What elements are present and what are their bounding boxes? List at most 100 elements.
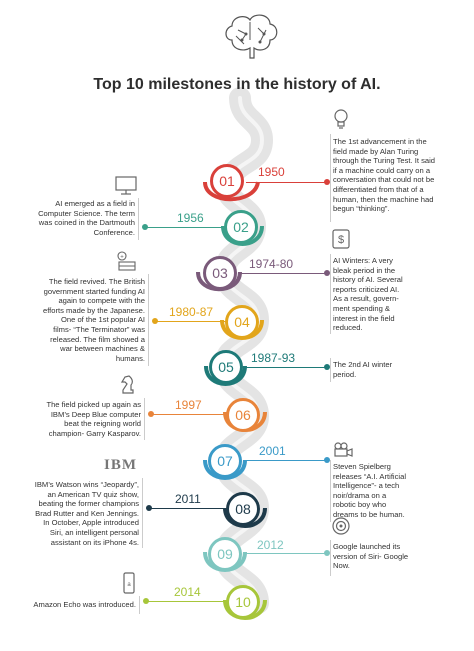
milestone-text-10-line: Amazon Echo was introduced. xyxy=(33,600,136,609)
milestone-text-08-line: Brad Rutter and Ken Jennings. xyxy=(35,508,139,518)
svg-text:+: + xyxy=(120,255,124,261)
milestone-text-05-line: period. xyxy=(333,369,357,379)
connector-dot-06 xyxy=(148,411,154,417)
milestone-text-03-line: reduced. xyxy=(333,323,363,333)
milestone-text-06-line: champion- Garry Kasparov. xyxy=(48,428,141,438)
milestone-year-06: 1997 xyxy=(175,398,202,412)
connector-04 xyxy=(156,321,226,322)
milestone-number-05: 05 xyxy=(218,359,234,375)
movie-camera-icon xyxy=(334,442,353,457)
milestone-text-07-line: dreams to be human. xyxy=(333,509,405,519)
text-divider-07 xyxy=(330,460,331,522)
milestone-text-08-line: an American TV quiz show, xyxy=(47,489,139,499)
connector-06 xyxy=(152,414,227,415)
connector-dot-07 xyxy=(324,457,330,463)
target-icon xyxy=(332,517,350,535)
milestone-number-10: 10 xyxy=(235,594,251,610)
milestone-text-08-line: IBM’s Watson wins “Jeopardy”, xyxy=(34,480,139,489)
milestone-circle-05: 05 xyxy=(209,350,243,384)
connector-09 xyxy=(244,553,326,554)
milestone-text-07-line: noir/drama on a xyxy=(333,490,387,500)
connector-10 xyxy=(147,601,227,602)
connector-dot-03 xyxy=(324,270,330,276)
milestone-number-01: 01 xyxy=(219,173,235,189)
connector-08 xyxy=(150,508,227,509)
milestone-circle-08: 08 xyxy=(226,492,260,526)
milestone-text-01-line: through the Turing Test. It said xyxy=(333,156,436,166)
milestone-text-07-line: releases “A.I. Artificial xyxy=(333,471,407,481)
milestone-circle-07: 07 xyxy=(208,444,242,478)
milestone-year-05: 1987-93 xyxy=(251,351,296,365)
milestone-text-06-line: The field picked up again as xyxy=(46,400,141,409)
milestone-text-08: IBM’s Watson wins “Jeopardy”, an America… xyxy=(0,480,139,547)
milestone-text-04-line: government started funding AI xyxy=(43,286,145,296)
milestone-year-08: 2011 xyxy=(175,492,201,506)
monitor-icon xyxy=(115,176,137,195)
milestone-text-08-line: Siri, an intelligent personal xyxy=(49,527,139,537)
milestone-text-01-line: The 1st advancement in the xyxy=(333,137,427,146)
milestone-number-03: 03 xyxy=(212,265,228,281)
milestone-circle-02: 02 xyxy=(224,210,258,244)
connector-03 xyxy=(239,273,326,274)
milestone-year-07: 2001 xyxy=(259,444,286,458)
milestone-number-06: 06 xyxy=(235,407,251,423)
milestone-text-02-line: Conference. xyxy=(93,227,135,237)
arc-01 xyxy=(203,181,260,202)
milestone-text-02-line: Computer Science. The term xyxy=(38,208,135,218)
milestone-year-03: 1974-80 xyxy=(249,257,294,271)
milestone-text-09-line: version of Siri- Google xyxy=(333,551,409,561)
milestone-text-03-line: history of AI. Several xyxy=(333,275,403,285)
text-divider-03 xyxy=(330,254,331,334)
milestone-text-02-line: was coined in the Dartmouth xyxy=(38,218,135,228)
lightbulb-icon xyxy=(334,109,348,129)
milestone-text-07: Steven Spielberg releases “A.I. Artifici… xyxy=(333,462,453,520)
milestone-text-04-line: One of the 1st popular AI xyxy=(60,315,145,325)
coins-icon: + xyxy=(117,251,136,271)
milestone-number-04: 04 xyxy=(234,314,250,330)
svg-text:a: a xyxy=(127,582,131,588)
connector-dot-10 xyxy=(143,598,149,604)
text-divider-01 xyxy=(330,134,331,222)
connector-dot-02 xyxy=(142,224,148,230)
connector-dot-04 xyxy=(152,318,158,324)
text-divider-05 xyxy=(330,358,331,382)
milestone-text-03-line: As a result, govern- xyxy=(333,294,399,304)
milestone-year-01: 1950 xyxy=(258,165,285,179)
milestone-text-01-line: differentiated from that of a xyxy=(333,184,424,194)
milestone-year-10: 2014 xyxy=(174,585,201,599)
milestone-circle-01: 01 xyxy=(210,164,244,198)
milestone-year-09: 2012 xyxy=(257,538,284,552)
milestone-text-04: The field revived. The British governmen… xyxy=(0,277,145,363)
connector-dot-01 xyxy=(324,179,330,185)
milestone-circle-06: 06 xyxy=(226,398,260,432)
milestone-text-03-line: ment spending & xyxy=(333,303,390,313)
arc-05 xyxy=(204,365,247,386)
text-divider-09 xyxy=(330,540,331,576)
milestone-text-05-line: The 2nd AI winter xyxy=(333,360,393,369)
milestone-text-07-line: robotic boy who xyxy=(333,500,387,510)
milestone-circle-04: 04 xyxy=(225,305,259,339)
text-divider-06 xyxy=(144,398,145,440)
milestone-circle-03: 03 xyxy=(203,256,237,290)
milestone-text-06: The field picked up again as IBM’s Deep … xyxy=(0,400,141,438)
dollar-sign-icon: $ xyxy=(332,229,350,249)
milestone-text-04-line: humans. xyxy=(115,353,145,363)
milestone-text-01-line: if a machine could carry on a xyxy=(333,165,431,175)
milestone-number-09: 09 xyxy=(217,546,233,562)
amazon-echo-icon: a xyxy=(123,572,135,594)
milestone-text-04-line: The field revived. The British xyxy=(48,277,145,286)
connector-01 xyxy=(246,182,326,183)
ibm-logo: IBM xyxy=(104,457,137,473)
milestone-text-03-line: bleak period in the xyxy=(333,265,396,275)
milestone-text-08-line: beating the former champions xyxy=(38,499,139,509)
milestone-text-06-line: IBM’s Deep Blue computer xyxy=(50,409,141,419)
milestone-text-01-line: human, then the machine had xyxy=(333,194,434,204)
milestone-text-06-line: beat the reigning world xyxy=(64,419,141,429)
milestone-text-03-line: interest in the field xyxy=(333,313,395,323)
milestone-text-09-line: Google launched its xyxy=(333,542,401,551)
milestone-text-01-line: begun “thinking”. xyxy=(333,204,390,214)
milestone-text-04-line: war between machines & xyxy=(60,344,145,354)
milestone-text-04-line: efforts made by the Japanese. xyxy=(42,305,145,315)
arc-07 xyxy=(203,459,247,480)
milestone-text-09-line: Now. xyxy=(333,561,350,571)
